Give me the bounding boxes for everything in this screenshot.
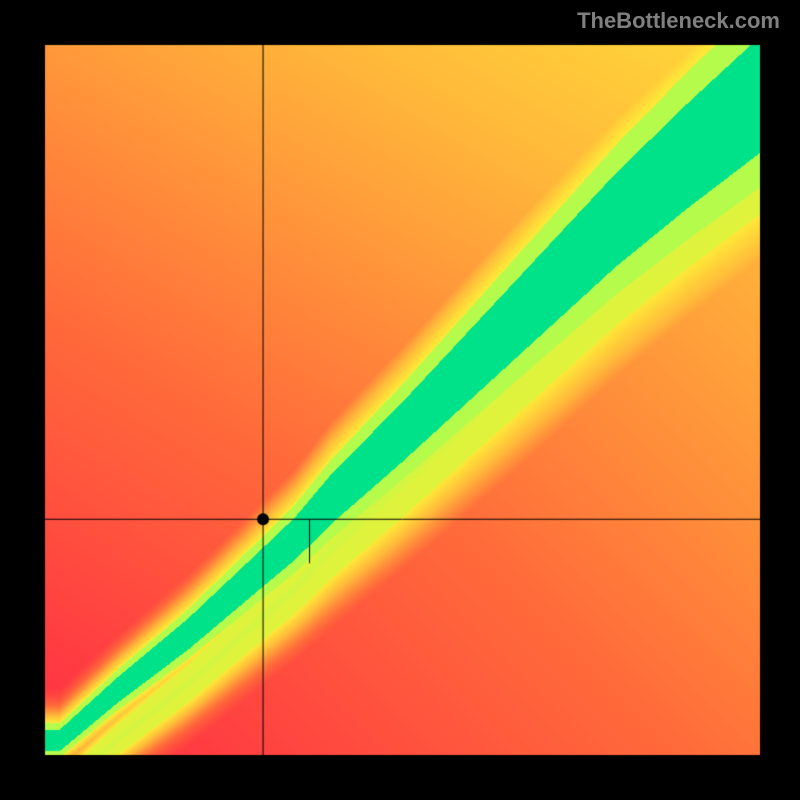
heatmap-canvas (0, 0, 800, 800)
watermark-text: TheBottleneck.com (577, 8, 780, 34)
chart-container: TheBottleneck.com (0, 0, 800, 800)
